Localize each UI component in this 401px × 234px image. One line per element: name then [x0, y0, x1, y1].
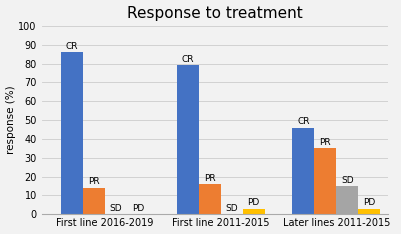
- Y-axis label: response (%): response (%): [6, 86, 16, 154]
- Text: CR: CR: [182, 55, 194, 64]
- Text: SD: SD: [341, 176, 354, 185]
- Text: PD: PD: [132, 204, 144, 213]
- Text: CR: CR: [297, 117, 310, 126]
- Bar: [199, 184, 221, 214]
- Text: SD: SD: [225, 204, 238, 213]
- Text: PR: PR: [204, 174, 216, 183]
- Bar: [292, 128, 314, 214]
- Text: PR: PR: [320, 138, 331, 147]
- Text: PD: PD: [363, 198, 375, 207]
- Bar: [83, 188, 105, 214]
- Bar: [314, 148, 336, 214]
- Bar: [61, 52, 83, 214]
- Text: SD: SD: [110, 204, 122, 213]
- Bar: [336, 186, 358, 214]
- Text: PD: PD: [247, 198, 260, 207]
- Text: PR: PR: [88, 177, 100, 186]
- Bar: [177, 66, 199, 214]
- Bar: [243, 209, 265, 214]
- Bar: [358, 209, 380, 214]
- Title: Response to treatment: Response to treatment: [127, 6, 303, 21]
- Text: CR: CR: [66, 42, 79, 51]
